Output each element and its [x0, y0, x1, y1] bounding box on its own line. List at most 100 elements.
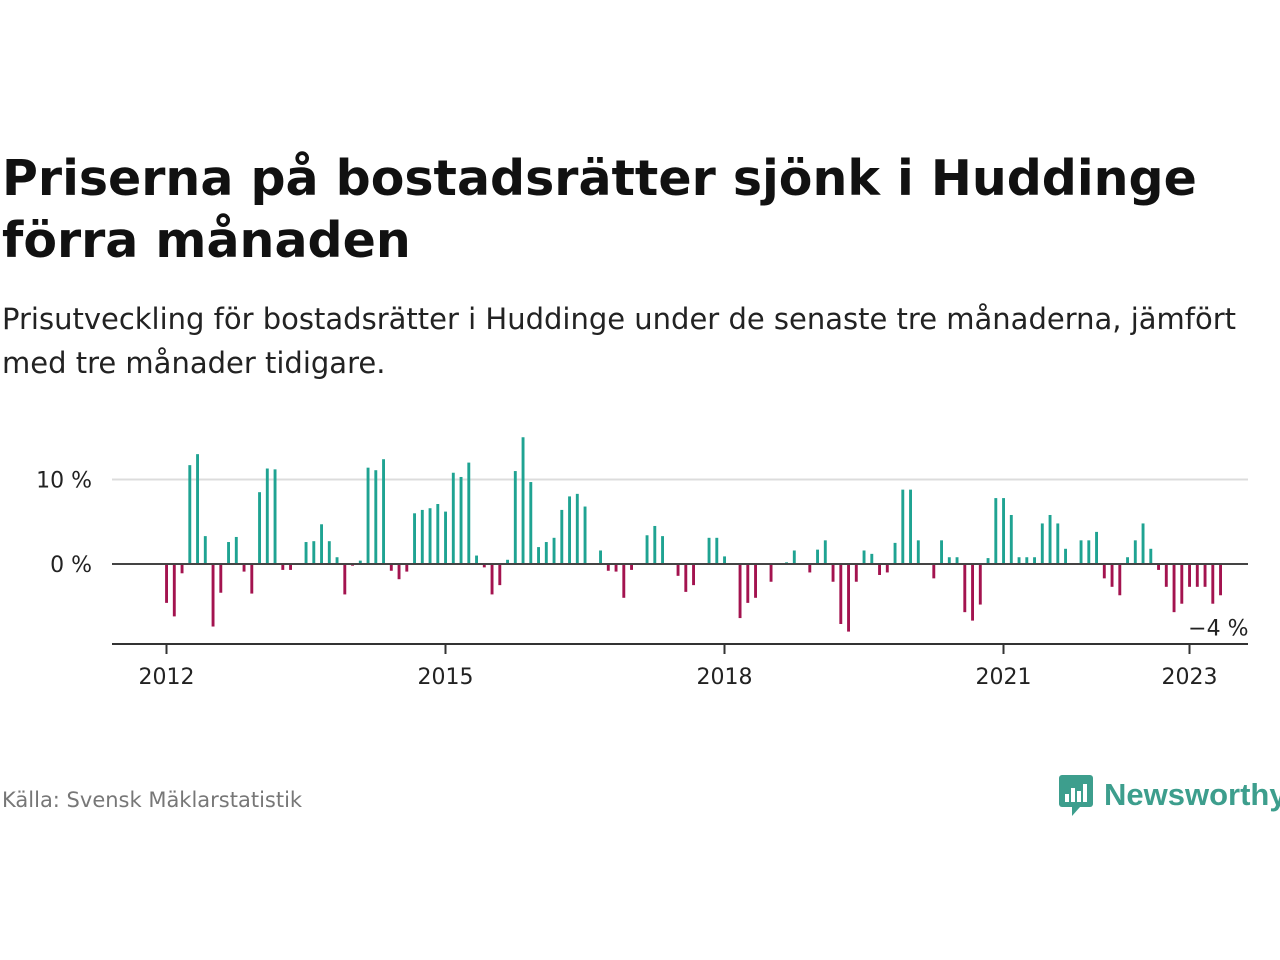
bar-negative	[1110, 564, 1114, 587]
bar-negative	[211, 564, 215, 627]
bar-negative	[1172, 564, 1176, 613]
x-tick-label: 2018	[697, 665, 753, 690]
bar-positive	[366, 467, 370, 564]
bar-negative	[289, 564, 292, 570]
bar-positive	[916, 540, 920, 564]
bar-positive	[196, 454, 199, 564]
bar-negative	[978, 564, 982, 605]
bar-positive	[451, 472, 455, 564]
bar-negative	[769, 564, 773, 582]
bar-positive	[552, 537, 556, 565]
bar-positive	[506, 559, 509, 564]
bar-positive	[227, 542, 230, 564]
bar-positive	[653, 525, 657, 564]
bar-positive	[513, 471, 517, 564]
bar-positive	[428, 508, 432, 564]
bar-negative	[676, 564, 680, 576]
bar-positive	[312, 541, 316, 565]
bar-positive	[870, 553, 874, 564]
bar-negative	[971, 564, 974, 621]
axis-layer	[112, 563, 1248, 654]
bar-positive	[901, 489, 905, 564]
bar-negative	[1211, 564, 1215, 604]
bar-negative	[343, 564, 347, 595]
x-tick-label: 2021	[976, 665, 1032, 690]
bar-positive	[1149, 548, 1153, 564]
bars-layer	[165, 437, 1222, 632]
bar-negative	[606, 564, 610, 571]
bar-positive	[1040, 523, 1044, 564]
bar-positive	[1133, 540, 1137, 564]
bar-positive	[475, 555, 478, 564]
bar-positive	[1017, 557, 1021, 564]
bar-negative	[1164, 564, 1168, 587]
bar-positive	[947, 557, 951, 564]
bar-positive	[823, 540, 827, 564]
bar-negative	[847, 564, 850, 632]
bar-positive	[413, 513, 416, 564]
bar-positive	[335, 557, 339, 564]
bar-positive	[265, 468, 269, 564]
bar-positive	[203, 536, 207, 564]
bar-positive	[1033, 557, 1036, 564]
bar-positive	[234, 536, 238, 564]
bar-positive	[792, 550, 796, 564]
bar-positive	[1064, 548, 1067, 564]
bar-positive	[707, 537, 711, 565]
bar-positive	[1048, 514, 1052, 564]
bar-positive	[893, 542, 897, 565]
bar-positive	[816, 549, 819, 564]
bar-negative	[219, 564, 223, 593]
bar-negative	[963, 564, 967, 613]
bar-negative	[692, 564, 695, 586]
bar-negative	[1180, 564, 1184, 604]
last-value-label: −4 %	[1188, 616, 1248, 641]
bar-positive	[575, 493, 579, 564]
bar-positive	[1002, 498, 1005, 564]
bar-negative	[878, 564, 881, 575]
bar-negative	[498, 564, 502, 586]
bar-negative	[754, 564, 757, 598]
bar-negative	[180, 564, 184, 574]
bar-positive	[568, 496, 571, 564]
bar-positive	[273, 469, 277, 564]
bar-negative	[405, 564, 409, 572]
bar-negative	[1102, 564, 1106, 579]
bar-positive	[304, 542, 308, 564]
bar-positive	[583, 506, 587, 564]
bar-negative	[854, 564, 858, 582]
bar-positive	[661, 536, 664, 564]
bar-positive	[955, 557, 959, 564]
bar-negative	[808, 564, 812, 573]
bar-positive	[382, 459, 385, 564]
bar-positive	[358, 560, 362, 564]
x-tick-label: 2023	[1162, 665, 1218, 690]
bar-positive	[444, 511, 447, 564]
bar-positive	[1009, 514, 1013, 564]
bar-positive	[1025, 557, 1029, 564]
bar-positive	[715, 537, 719, 565]
bar-positive	[862, 550, 866, 564]
bar-positive	[327, 541, 331, 565]
bar-positive	[529, 482, 533, 564]
bar-negative	[839, 564, 843, 624]
x-tick-label: 2015	[418, 665, 474, 690]
y-tick-label: 0 %	[50, 553, 92, 578]
bar-positive	[1126, 557, 1129, 564]
bar-negative	[1203, 564, 1207, 587]
bar-positive	[1079, 540, 1083, 564]
brand-name: Newsworthy	[1104, 777, 1280, 812]
bar-positive	[459, 476, 463, 564]
bar-negative	[622, 564, 626, 598]
bar-negative	[932, 564, 936, 579]
newsworthy-logo-icon	[1059, 775, 1093, 816]
bar-negative	[1188, 564, 1191, 587]
bar-negative	[746, 564, 750, 603]
bar-positive	[320, 524, 323, 564]
bar-positive	[258, 492, 261, 564]
bar-negative	[490, 564, 494, 595]
bar-positive	[374, 470, 378, 564]
chart-title: Priserna på bostadsrätter sjönk i Huddin…	[2, 150, 1197, 269]
bar-negative	[630, 564, 633, 570]
bar-positive	[560, 509, 564, 564]
